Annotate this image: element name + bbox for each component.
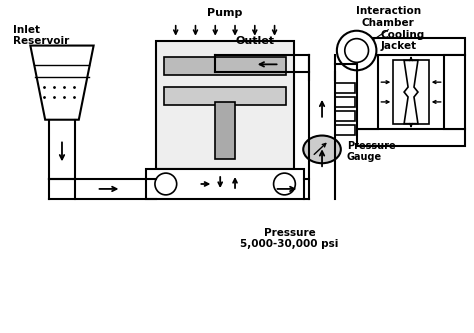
Circle shape (345, 39, 368, 62)
Bar (393, 60, 429, 124)
Text: Interaction
Chamber: Interaction Chamber (356, 6, 421, 28)
Bar (156, 41, 294, 169)
Circle shape (155, 173, 177, 195)
Bar (356, 38, 465, 56)
Text: Pressure
5,000-30,000 psi: Pressure 5,000-30,000 psi (240, 227, 338, 249)
Bar (444, 56, 465, 129)
Bar (335, 83, 355, 93)
Bar (335, 111, 355, 121)
Ellipse shape (303, 136, 341, 163)
Text: Cooling
Jacket: Cooling Jacket (380, 30, 425, 51)
Circle shape (273, 173, 295, 195)
Polygon shape (404, 60, 418, 124)
Bar (356, 56, 378, 129)
Text: Inlet
Reservoir: Inlet Reservoir (12, 25, 69, 47)
Bar (146, 169, 304, 199)
Polygon shape (30, 46, 94, 120)
Bar (356, 129, 465, 147)
Circle shape (337, 31, 376, 70)
Text: Pressure
Gauge: Pressure Gauge (347, 141, 395, 162)
Text: Pump: Pump (208, 8, 243, 18)
Bar (335, 97, 355, 107)
Bar (215, 102, 235, 159)
Bar (164, 57, 286, 75)
Bar (164, 87, 286, 105)
Bar (335, 125, 355, 135)
Text: Outlet: Outlet (235, 36, 274, 46)
